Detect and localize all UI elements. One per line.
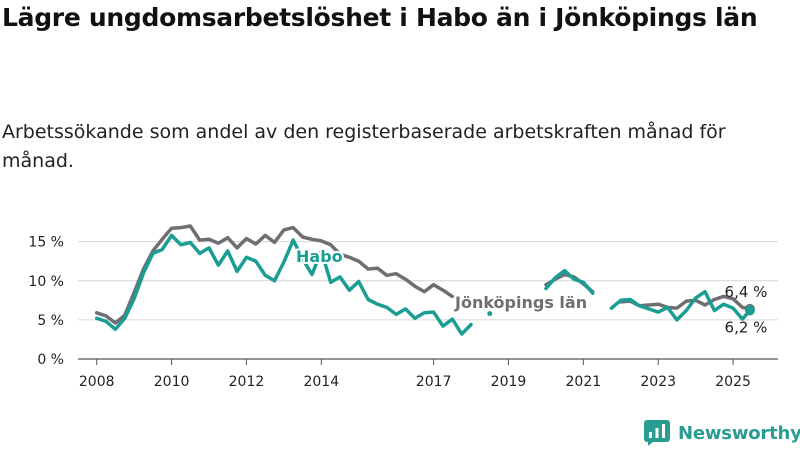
- x-tick-label: 2014: [303, 374, 339, 390]
- x-tick-label: 2017: [416, 374, 452, 390]
- series-point: [487, 311, 493, 317]
- gridlines: 0 % 5 % 10 % 15 %: [28, 235, 778, 368]
- series-labels: 6,4 % 6,2 % Habo Jönköpings län: [294, 245, 768, 336]
- series-name-label: Jönköpings län: [454, 293, 587, 312]
- x-tick-label: 2012: [229, 374, 265, 390]
- x-tick-label: 2025: [715, 374, 751, 390]
- series-name-label: Habo: [296, 247, 343, 266]
- x-tick-label: 2008: [79, 374, 115, 390]
- newsworthy-logo: Newsworthy: [644, 420, 800, 446]
- series-end-label: 6,4 %: [725, 283, 768, 301]
- x-tick-label: 2010: [154, 374, 190, 390]
- series-point: [524, 304, 530, 310]
- y-tick-label: 15 %: [28, 235, 64, 251]
- newsworthy-logo-icon: [644, 420, 670, 446]
- x-tick-label: 2023: [640, 374, 676, 390]
- y-tick-label: 0 %: [37, 352, 64, 368]
- series-line: [609, 289, 752, 322]
- chart-subtitle: Arbetssökande som andel av den registerb…: [2, 121, 726, 172]
- series-lines: [94, 224, 755, 336]
- series-line: [544, 268, 595, 296]
- x-axis: 2008 2010 2012 2014 2017 2019 2021 2023 2025: [79, 359, 751, 390]
- y-tick-label: 5 %: [37, 313, 64, 329]
- x-tick-label: 2019: [491, 374, 527, 390]
- x-tick-label: 2021: [566, 374, 602, 390]
- series-end-label: 6,2 %: [725, 318, 768, 336]
- series-end-point: [744, 305, 755, 316]
- series-line: [94, 224, 455, 325]
- chart-title: Lägre ungdomsarbetslöshet i Habo än i Jö…: [2, 3, 758, 32]
- brand-name: Newsworthy: [678, 422, 800, 444]
- series-line: [94, 233, 473, 336]
- y-tick-label: 10 %: [28, 274, 64, 290]
